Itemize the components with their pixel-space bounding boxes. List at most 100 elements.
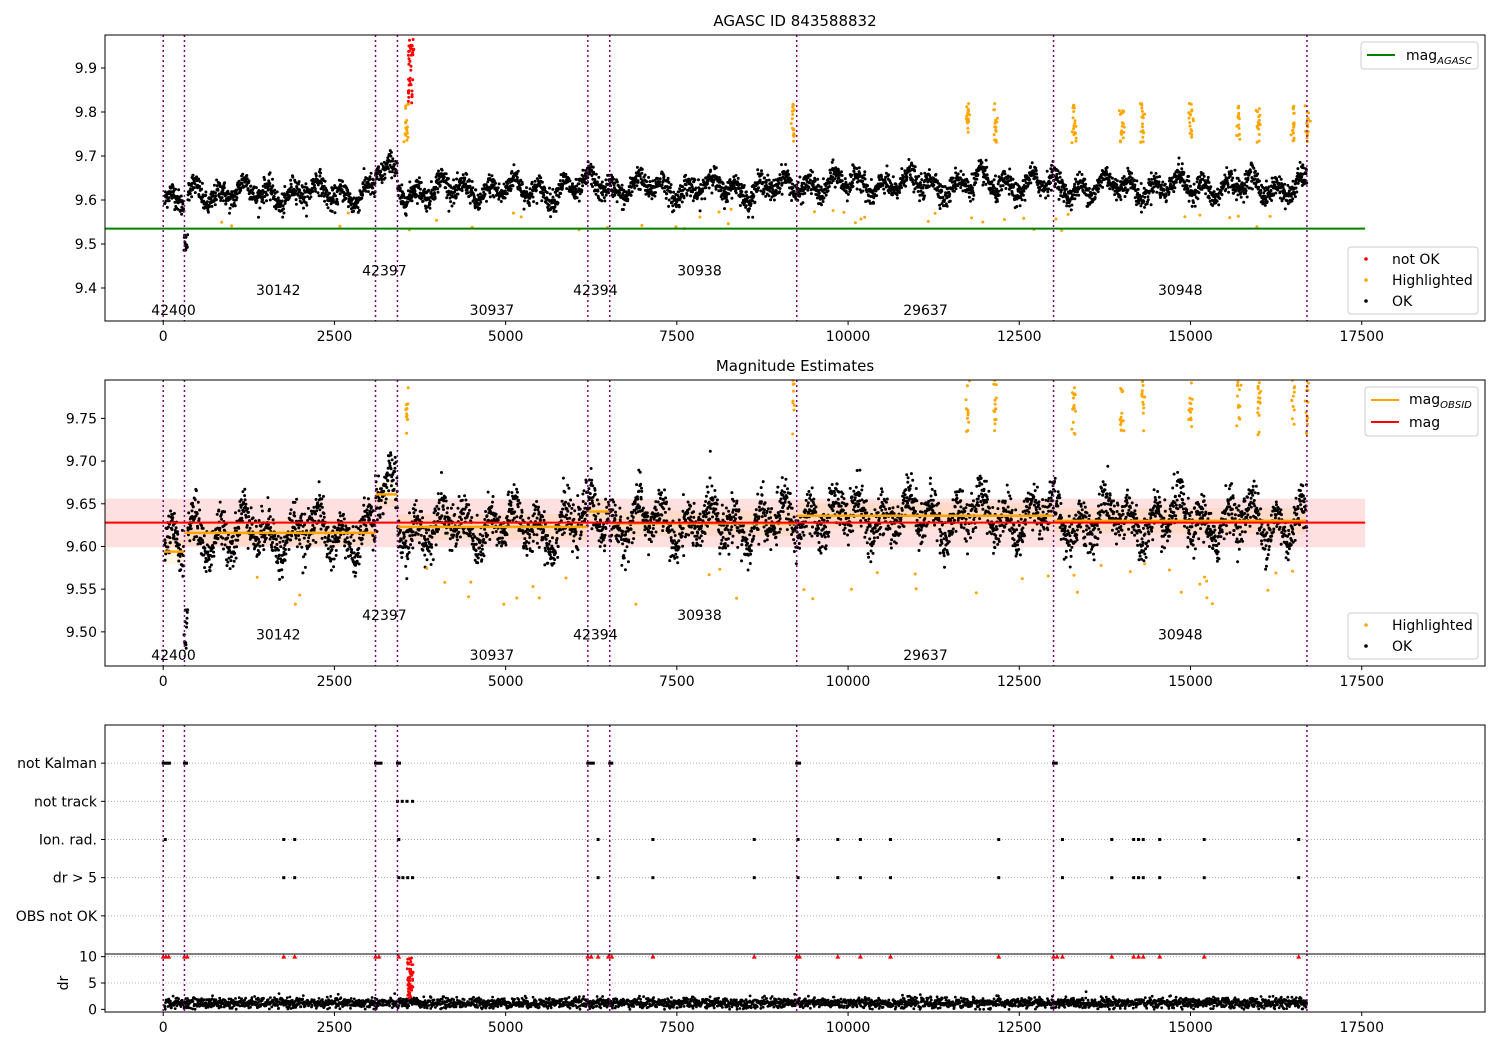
- ok-point: [1204, 192, 1208, 196]
- ok-point: [300, 201, 304, 205]
- ok-point: [274, 554, 278, 558]
- ok-point: [680, 200, 684, 204]
- ok-point: [196, 542, 200, 546]
- ok-point: [823, 191, 826, 195]
- ok-point: [454, 195, 458, 199]
- ok-point: [455, 171, 459, 175]
- ok-point: [661, 186, 665, 190]
- highlighted-point: [1141, 125, 1144, 129]
- ok-point: [1262, 191, 1266, 195]
- ok-point: [1146, 198, 1150, 202]
- highlighted-point: [966, 107, 970, 111]
- ok-point: [448, 196, 452, 200]
- ok-point: [325, 189, 329, 193]
- ok-point: [212, 554, 216, 558]
- ok-point: [1038, 194, 1042, 198]
- ok-point: [717, 176, 721, 179]
- ok-point: [790, 199, 794, 202]
- panel-agasc-title: AGASC ID 843588832: [713, 12, 876, 30]
- ok-point: [1161, 180, 1165, 184]
- ok-point: [198, 184, 202, 188]
- ok-point: [206, 550, 210, 554]
- ok-point: [1130, 176, 1134, 180]
- ok-point: [239, 188, 243, 192]
- ok-point: [1149, 203, 1153, 207]
- ok-point: [577, 182, 581, 186]
- ok-point: [433, 196, 437, 200]
- ok-point: [240, 516, 244, 520]
- highlighted-point: [1291, 129, 1295, 132]
- ok-point: [1070, 203, 1074, 207]
- ok-point: [1256, 172, 1260, 176]
- ok-point: [845, 199, 849, 203]
- ok-point: [256, 549, 260, 552]
- highlighted-point: [1188, 131, 1192, 135]
- ok-point: [319, 171, 322, 175]
- ok-point: [759, 189, 763, 193]
- ok-point: [958, 176, 962, 180]
- ok-point: [758, 178, 762, 182]
- ok-point: [511, 184, 515, 188]
- y-tick-label: 9.6: [75, 193, 97, 209]
- ok-point: [239, 505, 243, 509]
- not-ok-point: [407, 95, 411, 99]
- ok-point: [718, 178, 722, 182]
- ok-point: [185, 625, 188, 629]
- highlighted-point: [435, 218, 438, 222]
- ok-point: [796, 186, 800, 190]
- ok-point: [1180, 167, 1184, 171]
- ok-point: [916, 190, 920, 193]
- ok-point: [417, 176, 421, 180]
- ok-point: [429, 180, 433, 184]
- ok-point: [221, 188, 225, 192]
- ok-point: [1123, 186, 1127, 190]
- highlighted-point: [1228, 216, 1232, 220]
- ok-point: [954, 166, 957, 170]
- ok-point: [711, 183, 715, 187]
- ok-point: [1170, 187, 1174, 191]
- highlighted-points: [220, 102, 1312, 232]
- highlighted-point: [1237, 123, 1241, 127]
- ok-point: [649, 190, 653, 194]
- ok-point: [204, 193, 208, 197]
- ok-point: [640, 167, 644, 171]
- ok-point: [1126, 166, 1130, 170]
- ok-point: [1215, 199, 1219, 203]
- ok-point: [1177, 162, 1180, 166]
- obsid-label: 30937: [470, 303, 515, 319]
- ok-point: [1299, 172, 1303, 176]
- highlighted-point: [1183, 215, 1187, 219]
- ok-point: [202, 553, 206, 557]
- ok-point: [778, 187, 782, 190]
- ok-point: [970, 186, 974, 190]
- ok-point: [348, 192, 352, 196]
- ok-point: [1004, 187, 1008, 190]
- ok-point: [1001, 184, 1005, 188]
- ok-point: [204, 190, 208, 194]
- highlighted-point: [1140, 102, 1143, 106]
- not-ok-point: [410, 43, 414, 47]
- highlighted-point: [863, 215, 867, 219]
- ok-point: [820, 203, 823, 207]
- ok-point: [363, 178, 367, 182]
- ok-point: [389, 154, 393, 158]
- highlighted-point: [1257, 118, 1261, 122]
- ok-point: [1276, 186, 1280, 190]
- ok-point: [340, 188, 344, 192]
- ok-point: [510, 170, 514, 173]
- highlighted-point: [1141, 129, 1145, 133]
- ok-point: [258, 544, 262, 548]
- ok-point: [935, 179, 939, 183]
- ok-point: [952, 189, 956, 193]
- ok-point: [762, 190, 766, 194]
- ok-point: [419, 181, 423, 184]
- ok-point: [1301, 163, 1305, 167]
- ok-point: [736, 176, 740, 180]
- ok-point: [1049, 188, 1053, 192]
- highlighted-point: [1073, 130, 1076, 134]
- ok-point: [767, 194, 771, 198]
- ok-points: [163, 149, 1309, 252]
- ok-point: [179, 194, 183, 198]
- ok-point: [581, 184, 585, 188]
- ok-point: [551, 195, 555, 199]
